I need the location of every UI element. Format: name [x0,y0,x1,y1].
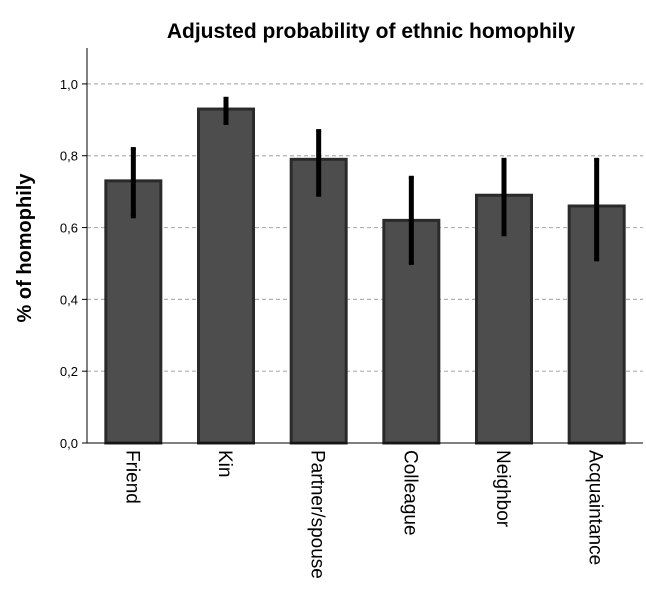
bar [197,107,255,445]
y-tick-label: 0,2 [60,364,78,379]
y-tick-label: 0,8 [60,149,78,164]
y-tick-label: 0,0 [60,436,78,451]
gridlines [87,83,643,372]
chart-title: Adjusted probability of ethnic homophily [167,20,576,43]
x-tick-label: Acquaintance [585,450,606,565]
error-bars [130,96,600,265]
x-tick-labels: Friend Kin Partner/spouse Colleague Neighbor… [121,450,605,579]
y-tick-label: 0,6 [60,221,78,236]
bar [104,179,163,445]
x-tick-label: Kin [214,450,235,477]
y-axis-label: % of homophily [14,173,36,323]
x-tick-label: Partner/spouse [307,450,328,579]
y-tick-label: 1,0 [60,77,78,92]
x-tick-label: Colleague [399,450,420,536]
y-tick-labels: 0,0 0,2 0,4 0,6 0,8 1,0 [60,77,78,451]
bar [289,157,348,445]
x-tick-label: Neighbor [492,450,513,528]
bar [475,193,533,445]
x-tick-label: Friend [121,450,142,504]
y-tick-label: 0,4 [60,292,78,307]
bars [104,107,626,445]
axes [82,48,643,444]
